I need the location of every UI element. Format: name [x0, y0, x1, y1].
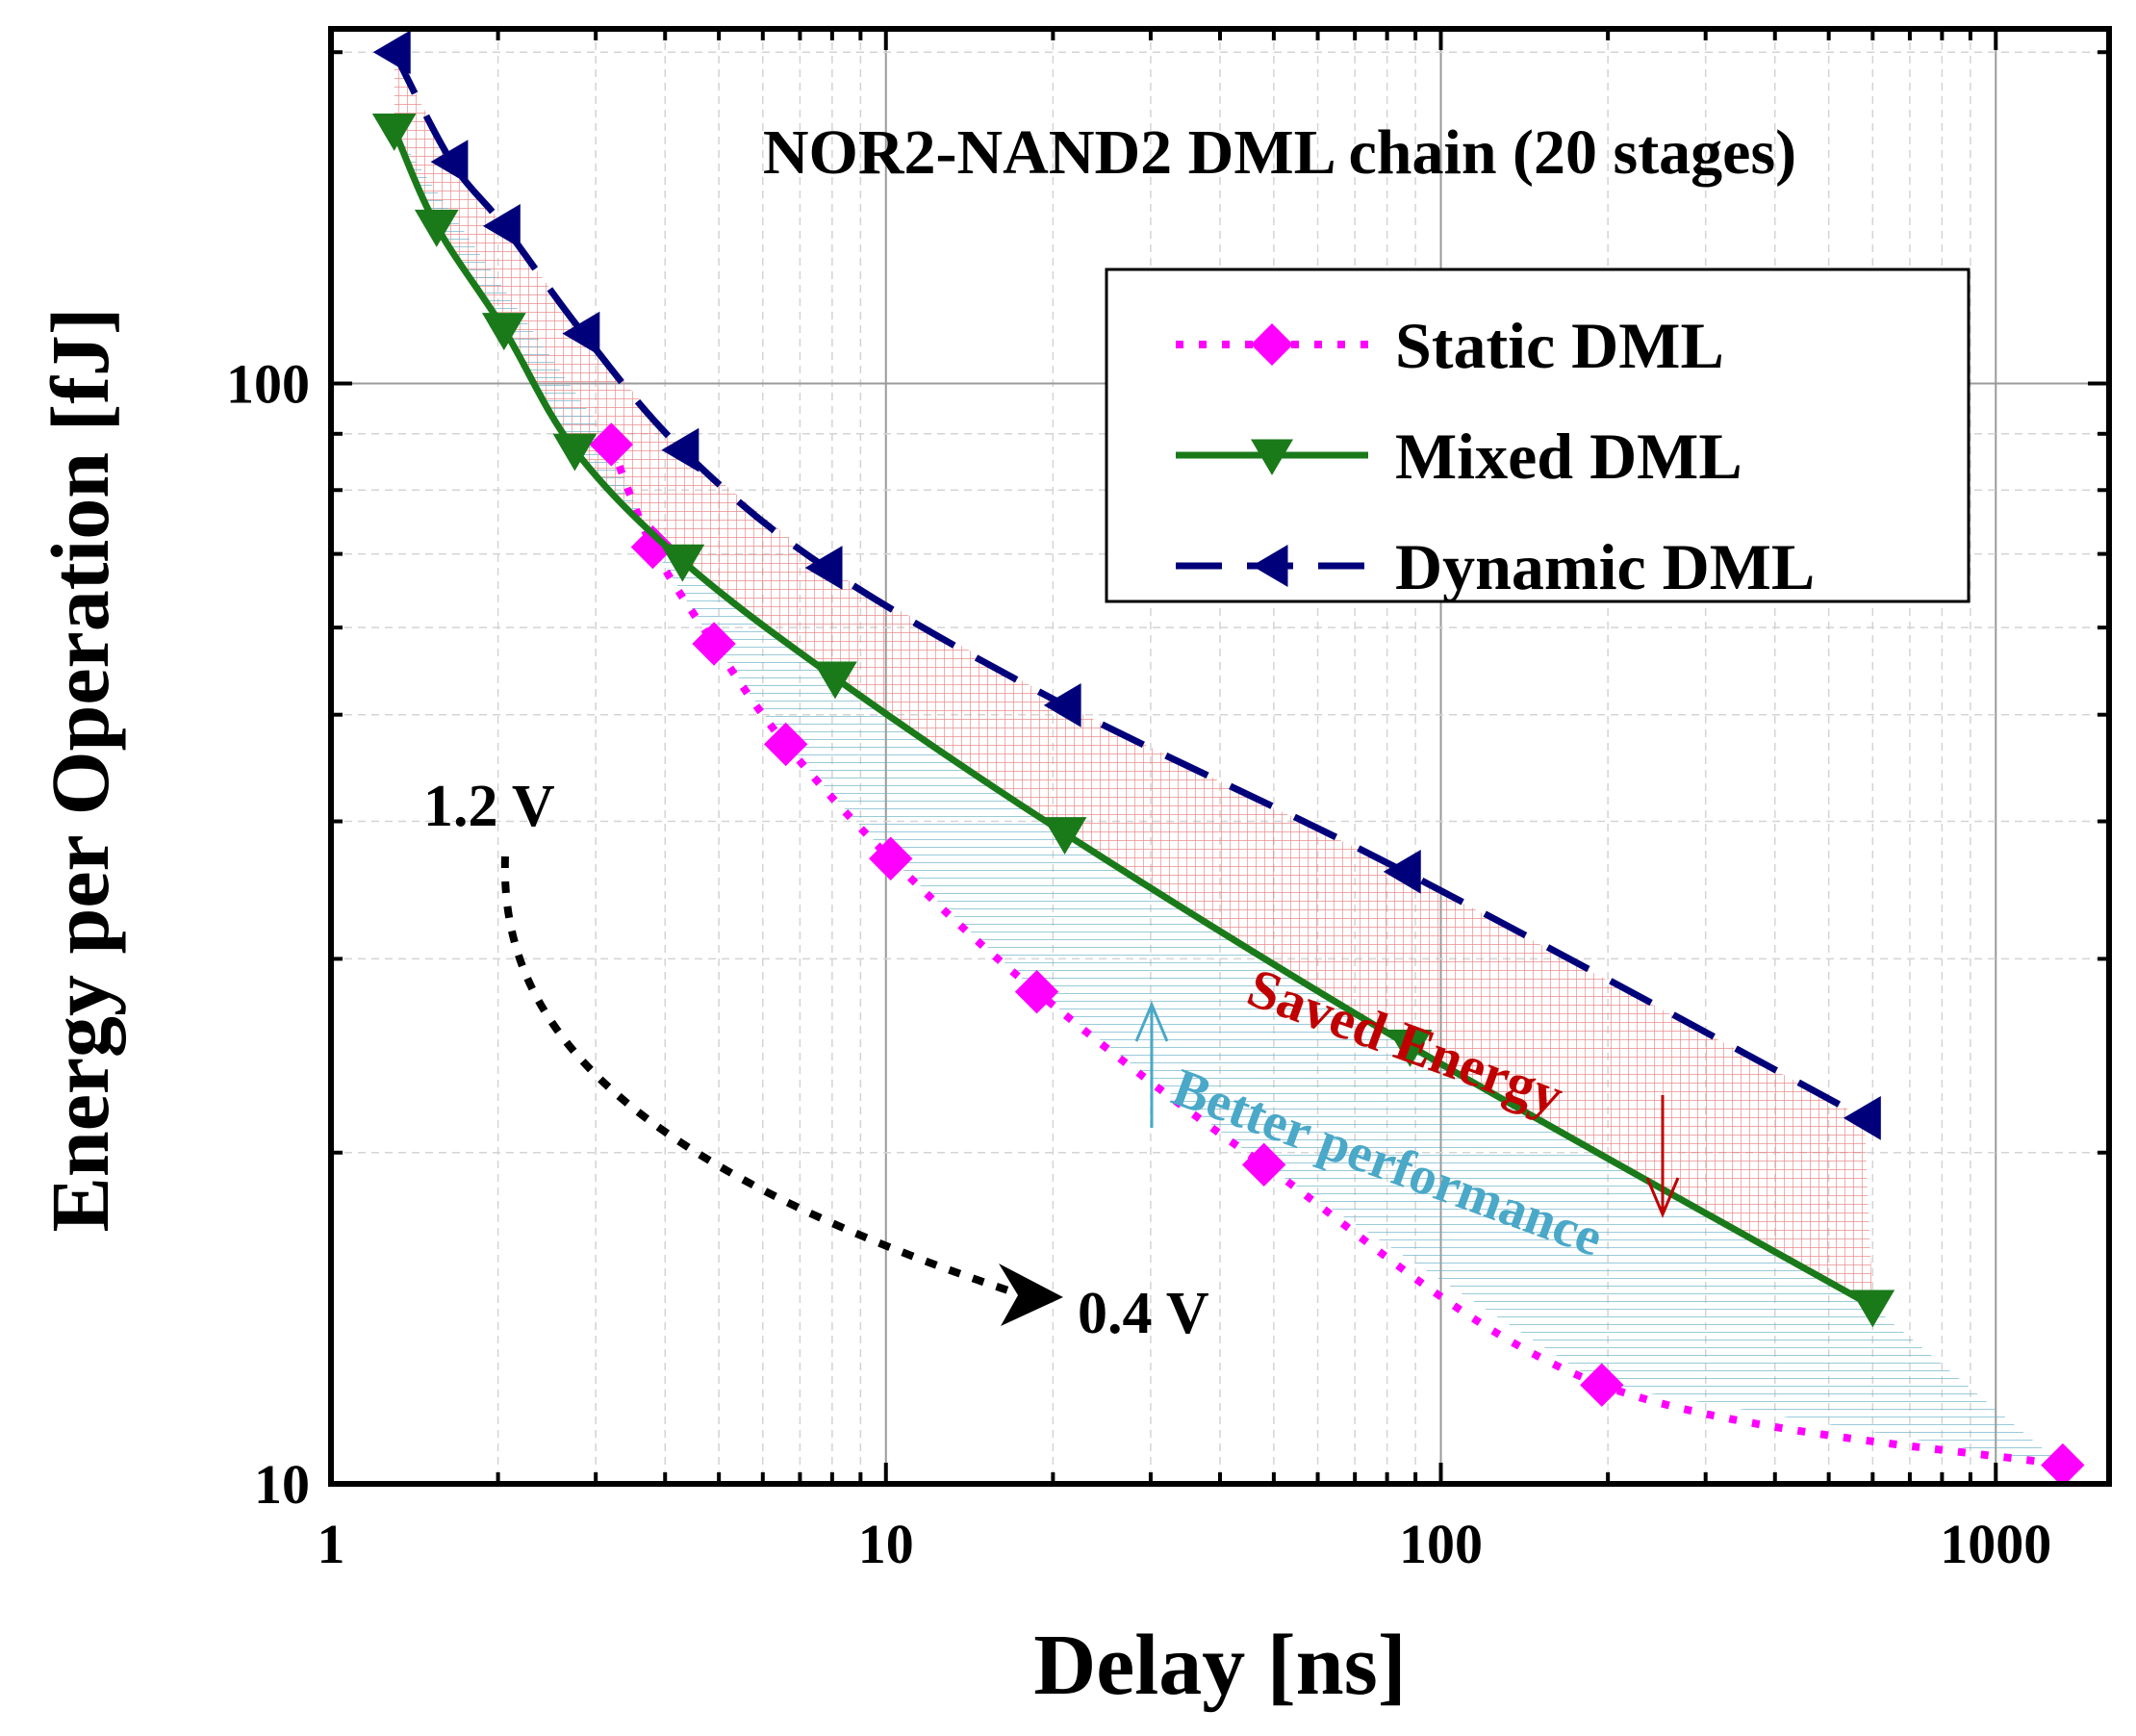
data-point [1580, 1363, 1624, 1407]
series-static-dml [589, 422, 2085, 1484]
data-point [552, 433, 598, 472]
data-point [1042, 817, 1087, 855]
data-point [813, 661, 857, 700]
legend-label: Dynamic DML [1395, 530, 1815, 603]
data-point [804, 546, 843, 590]
data-point [1850, 1289, 1895, 1328]
data-point [562, 311, 600, 356]
data-point [1241, 1142, 1286, 1187]
legend-item: Mixed DML [1176, 420, 1742, 493]
data-point [869, 836, 913, 881]
data-point [430, 140, 469, 185]
legend-item: Static DML [1176, 309, 1724, 382]
data-point [1383, 849, 1421, 894]
data-point [630, 524, 675, 570]
x-tick-label: 10 [858, 1513, 914, 1575]
legend-marker [1251, 439, 1293, 475]
data-point [661, 427, 699, 472]
saved-energy-arrowhead [1645, 1177, 1680, 1218]
series-line [391, 50, 1867, 1121]
data-point [2041, 1442, 2085, 1484]
data-point [482, 204, 521, 248]
axis-ticks [329, 29, 2109, 1486]
data-point [589, 422, 634, 467]
legend-marker [1251, 323, 1293, 366]
series-layer [371, 30, 2085, 1484]
voltage-sweep-arrowhead [999, 1264, 1063, 1326]
legend-item: Dynamic DML [1176, 530, 1815, 603]
data-point [481, 313, 526, 351]
series-mixed-dml [371, 113, 1895, 1328]
data-point [372, 30, 411, 75]
x-tick-label: 1000 [1940, 1513, 2051, 1575]
data-point [1387, 1029, 1433, 1067]
data-point [414, 209, 459, 247]
data-point [763, 722, 808, 767]
voltage-high-label: 1.2 V [423, 774, 555, 839]
data-point [371, 113, 417, 151]
x-tick-label: 100 [1399, 1513, 1483, 1575]
series-line [391, 128, 1875, 1310]
voltage-sweep-annotation: 1.2 V 0.4 V [423, 774, 1209, 1346]
legend-marker [1252, 545, 1288, 587]
data-point [1043, 682, 1081, 728]
data-point [1014, 969, 1059, 1014]
y-tick-label: 100 [226, 352, 310, 415]
saved-energy-region [394, 52, 1873, 1307]
voltage-sweep-arrow [500, 855, 1022, 1298]
series-dynamic-dml [372, 30, 1881, 1140]
data-point [1843, 1095, 1881, 1140]
better-performance-region [394, 129, 2063, 1466]
voltage-low-label: 0.4 V [1078, 1281, 1209, 1346]
x-tick-label: 1 [318, 1513, 345, 1575]
legend: Static DML Mixed DML Dynamic DML [1105, 268, 1971, 603]
legend-box [1105, 268, 1971, 603]
data-point [660, 544, 705, 582]
legend-label: Mixed DML [1395, 420, 1742, 493]
y-axis-label: Energy per Operation [fJ] [34, 308, 126, 1233]
chart-title: NOR2-NAND2 DML chain (20 stages) [763, 117, 1796, 188]
x-axis-label: Delay [ns] [1033, 1618, 1406, 1713]
y-tick-label: 10 [254, 1453, 310, 1516]
better-performance-arrowhead [1134, 1001, 1169, 1042]
data-point [692, 622, 736, 666]
legend-label: Static DML [1395, 309, 1724, 382]
